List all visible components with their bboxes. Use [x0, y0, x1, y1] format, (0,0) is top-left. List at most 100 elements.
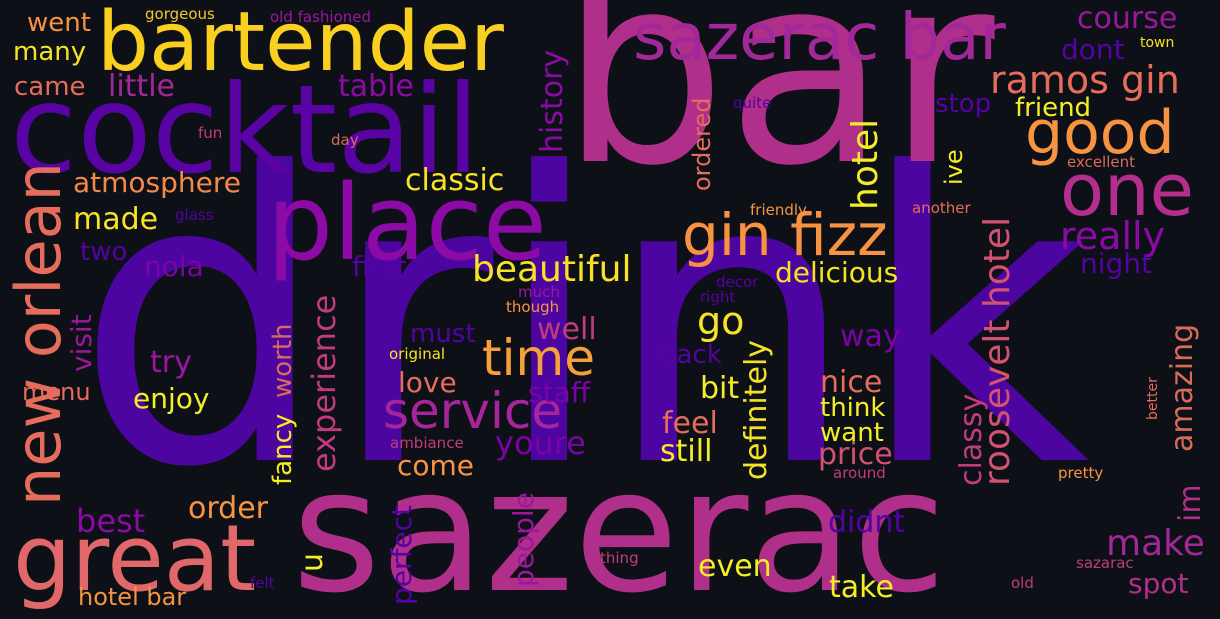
word-menu: menu — [22, 378, 91, 406]
word-spot: spot — [1128, 567, 1189, 600]
word-perfect: perfect — [385, 505, 418, 605]
word-place: place — [267, 162, 547, 284]
word-bartender: bartender — [97, 0, 504, 90]
word-feel: feel — [662, 406, 718, 441]
word-sazerac-bar: sazerac bar — [633, 1, 1006, 75]
word-classic: classic — [405, 163, 505, 198]
word-first: first — [352, 250, 407, 283]
word-im: im — [1173, 484, 1208, 522]
word-come: come — [397, 449, 475, 482]
word-dont: dont — [1061, 33, 1125, 66]
word-staff: staff — [528, 376, 591, 409]
word-nice: nice — [820, 365, 883, 400]
word-well: well — [537, 312, 597, 347]
word-take: take — [829, 570, 894, 605]
word-classy: classy — [954, 393, 989, 486]
word-ambiance: ambiance — [390, 434, 464, 452]
word-didnt: didnt — [828, 505, 906, 540]
word-right: right — [700, 288, 736, 306]
word-back: back — [660, 340, 722, 370]
word-decor: decor — [716, 273, 759, 291]
word-one: one — [1060, 148, 1194, 232]
word-hotel-bar: hotel bar — [78, 583, 187, 611]
word-best: best — [76, 502, 146, 540]
word-glass: glass — [175, 206, 214, 224]
word-friendly: friendly — [750, 201, 807, 219]
word-price: price — [818, 437, 893, 472]
word-order: order — [188, 491, 268, 526]
word-friend: friend — [1015, 93, 1092, 123]
word-enjoy: enjoy — [133, 382, 210, 415]
word-fancy: fancy — [268, 413, 298, 485]
word-though: though — [506, 298, 560, 316]
word-beautiful: beautiful — [472, 249, 632, 290]
word-must: must — [410, 319, 476, 349]
word-really: really — [1060, 214, 1166, 258]
word-many: many — [13, 37, 87, 67]
word-want: want — [820, 418, 884, 448]
word-still: still — [660, 434, 713, 469]
word-gorgeous: gorgeous — [145, 5, 215, 23]
word-much: much — [518, 283, 560, 301]
word-sazarac: sazarac — [1076, 554, 1134, 572]
word-two: two — [80, 237, 128, 267]
word-gin-fizz: gin fizz — [682, 201, 888, 269]
word-worth: worth — [268, 323, 298, 398]
word-another: another — [912, 199, 971, 217]
word-town: town — [1140, 35, 1175, 51]
word-service: service — [383, 382, 563, 440]
word-little: little — [108, 69, 175, 104]
word-original: original — [389, 345, 446, 363]
word-excellent: excellent — [1067, 153, 1136, 171]
word-new-orlean: new orlean — [2, 162, 75, 506]
word-bit: bit — [700, 371, 740, 406]
word-fun: fun — [198, 124, 223, 142]
word-try: try — [150, 345, 192, 380]
word-drink: drink — [75, 90, 1090, 555]
word-stop: stop — [935, 89, 992, 119]
word-think: think — [820, 393, 886, 423]
word-way: way — [840, 319, 901, 354]
word-pretty: pretty — [1058, 464, 1104, 482]
word-night: night — [1080, 247, 1153, 280]
word-went: went — [27, 8, 91, 38]
word-delicious: delicious — [775, 256, 899, 289]
word-old: old — [1011, 574, 1034, 592]
word-better: better — [1145, 377, 1161, 420]
word-old-fashioned: old fashioned — [270, 8, 372, 26]
word-table: table — [338, 69, 414, 104]
word-visit: visit — [65, 314, 98, 372]
word-even: even — [698, 549, 772, 584]
word-time: time — [482, 329, 595, 387]
word-history: history — [535, 49, 570, 153]
word-felt: felt — [250, 574, 275, 592]
word-cocktail: cocktail — [10, 59, 480, 201]
word-around: around — [833, 464, 886, 482]
word-thing: thing — [600, 549, 639, 567]
word-sazerac: sazerac — [292, 433, 947, 619]
word-amazing: amazing — [1165, 323, 1200, 452]
word-made: made — [73, 202, 159, 237]
word-quite: quite — [733, 94, 772, 112]
word-course: course — [1077, 1, 1178, 36]
word-definitely: definitely — [739, 339, 774, 480]
word-go: go — [697, 299, 745, 343]
word-atmosphere: atmosphere — [73, 166, 241, 199]
word-day: day — [331, 131, 359, 149]
word-nola: nola — [144, 250, 204, 283]
word-ordered: ordered — [688, 97, 716, 191]
word-youre: youre — [495, 424, 586, 462]
word-good: good — [1025, 98, 1175, 168]
word-love: love — [398, 366, 457, 399]
word-came: came — [14, 72, 86, 102]
word-hotel: hotel — [845, 118, 886, 210]
word-ramos-gin: ramos gin — [990, 58, 1180, 102]
word-u: u — [295, 552, 330, 572]
word-people: people — [507, 492, 540, 587]
word-great: great — [13, 505, 257, 612]
word-make: make — [1106, 523, 1205, 564]
word-experience: experience — [305, 294, 343, 472]
word-bar: bar — [560, 0, 995, 223]
word-ive: ive — [940, 149, 968, 185]
